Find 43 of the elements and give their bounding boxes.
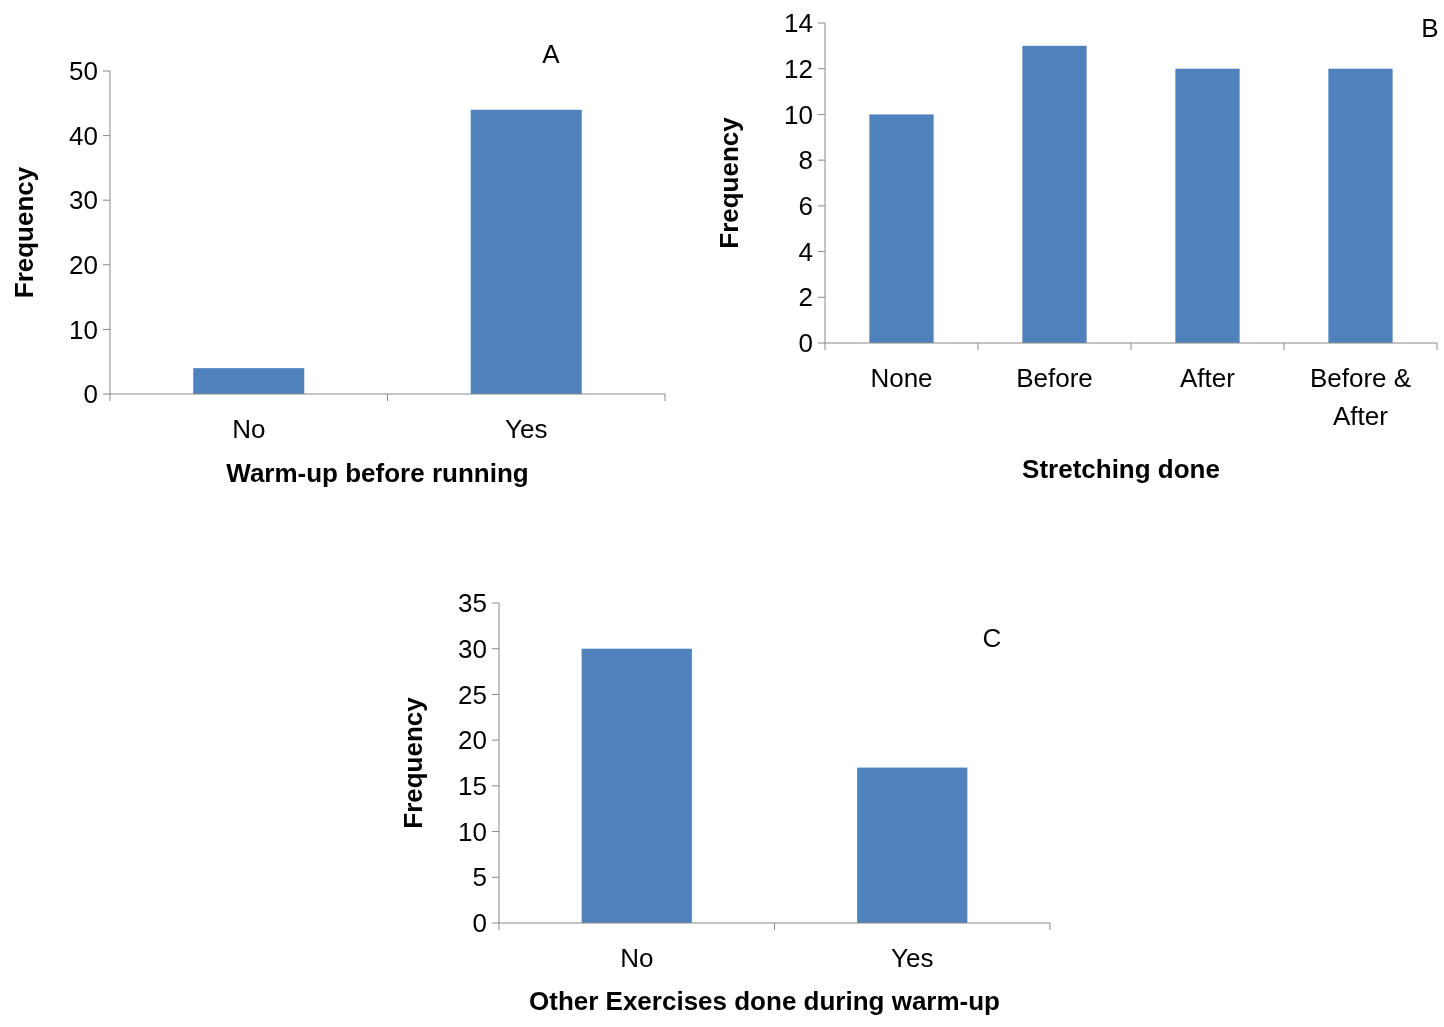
y-tick-label: 20 (69, 249, 98, 280)
x-tick-label: Before (1016, 363, 1093, 393)
y-tick-label: 35 (458, 588, 487, 619)
y-tick-label: 0 (472, 908, 487, 939)
y-tick-label: 15 (458, 770, 487, 801)
x-axis-title: Warm-up before running (226, 458, 529, 488)
x-tick-label: Yes (891, 943, 934, 973)
y-tick-label: 10 (784, 99, 813, 130)
x-tick-label: Before & After (1309, 363, 1412, 431)
y-tick-label: 25 (458, 679, 487, 710)
y-tick-label: 10 (69, 314, 98, 345)
y-tick-label: 6 (798, 190, 813, 221)
y-tick-label: 10 (458, 816, 487, 847)
y-tick-label: 8 (798, 145, 813, 176)
bar (869, 114, 934, 343)
y-axis-title: Frequency (398, 696, 428, 829)
y-axis-title: Frequency (714, 116, 744, 249)
y-tick-label: 20 (458, 725, 487, 756)
y-tick-label: 5 (472, 862, 487, 893)
bar (1022, 45, 1087, 343)
y-tick-label: 14 (784, 8, 813, 39)
x-tick-label: None (870, 363, 933, 393)
y-tick-label: 50 (69, 56, 98, 87)
y-tick-label: 4 (798, 236, 813, 267)
x-axis-title: Other Exercises done during warm-up (529, 986, 1000, 1016)
y-tick-label: 30 (69, 185, 98, 216)
y-tick-label: 12 (784, 53, 813, 84)
y-axis-title: Frequency (9, 166, 39, 299)
y-tick-label: 40 (69, 120, 98, 151)
x-tick-label: Yes (505, 414, 548, 444)
x-tick-label: After (1180, 363, 1236, 393)
x-tick-label: No (232, 414, 266, 444)
y-tick-label: 2 (798, 282, 813, 313)
y-tick-label: 0 (798, 328, 813, 359)
chart-title: A (542, 39, 561, 69)
text: C (982, 623, 1002, 653)
y-tick-label: 30 (458, 633, 487, 664)
x-tick-label: No (620, 943, 654, 973)
y-tick-label: 0 (83, 379, 98, 410)
bar (1175, 68, 1240, 343)
bar (1328, 68, 1393, 343)
x-axis-title: Stretching done (1022, 454, 1220, 484)
chart-title: B (1421, 13, 1439, 43)
